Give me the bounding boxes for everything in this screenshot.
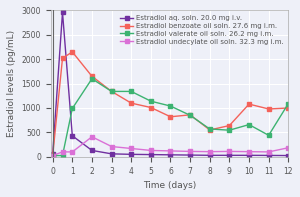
Estradiol aq. soln. 20.0 mg i.v. [208,154,211,156]
Estradiol undecylate oil soln. 32.3 mg i.m. [70,151,74,153]
Estradiol aq. soln. 20.0 mg i.v. [188,154,192,156]
Estradiol aq. soln. 20.0 mg i.v. [129,153,133,155]
Estradiol valerate oil soln. 26.2 mg i.m. [208,128,211,130]
Estradiol undecylate oil soln. 32.3 mg i.m. [267,151,271,153]
Estradiol aq. soln. 20.0 mg i.v. [267,154,271,157]
Estradiol benzoate oil soln. 27.6 mg i.m. [51,154,55,157]
Estradiol valerate oil soln. 26.2 mg i.m. [169,105,172,107]
Estradiol undecylate oil soln. 32.3 mg i.m. [188,150,192,153]
Estradiol benzoate oil soln. 27.6 mg i.m. [129,102,133,104]
Estradiol benzoate oil soln. 27.6 mg i.m. [90,75,94,77]
Estradiol aq. soln. 20.0 mg i.v. [228,154,231,156]
Line: Estradiol undecylate oil soln. 32.3 mg i.m.: Estradiol undecylate oil soln. 32.3 mg i… [51,135,290,158]
Estradiol undecylate oil soln. 32.3 mg i.m. [90,136,94,138]
Estradiol benzoate oil soln. 27.6 mg i.m. [247,103,251,105]
Estradiol aq. soln. 20.0 mg i.v. [90,149,94,152]
Estradiol undecylate oil soln. 32.3 mg i.m. [61,151,64,153]
Y-axis label: Estradiol levels (pg/mL): Estradiol levels (pg/mL) [7,30,16,137]
Estradiol valerate oil soln. 26.2 mg i.m. [90,78,94,80]
Estradiol undecylate oil soln. 32.3 mg i.m. [51,154,55,157]
Estradiol undecylate oil soln. 32.3 mg i.m. [228,150,231,153]
Estradiol valerate oil soln. 26.2 mg i.m. [188,114,192,116]
Estradiol undecylate oil soln. 32.3 mg i.m. [169,150,172,152]
Estradiol aq. soln. 20.0 mg i.v. [286,154,290,157]
Estradiol valerate oil soln. 26.2 mg i.m. [267,134,271,137]
Estradiol benzoate oil soln. 27.6 mg i.m. [267,108,271,110]
Line: Estradiol valerate oil soln. 26.2 mg i.m.: Estradiol valerate oil soln. 26.2 mg i.m… [51,77,290,158]
Estradiol benzoate oil soln. 27.6 mg i.m. [110,90,113,93]
Estradiol valerate oil soln. 26.2 mg i.m. [61,154,64,157]
Estradiol benzoate oil soln. 27.6 mg i.m. [70,51,74,53]
Estradiol valerate oil soln. 26.2 mg i.m. [228,129,231,131]
Estradiol valerate oil soln. 26.2 mg i.m. [149,100,153,102]
Estradiol benzoate oil soln. 27.6 mg i.m. [208,129,211,131]
Estradiol benzoate oil soln. 27.6 mg i.m. [188,114,192,116]
Estradiol aq. soln. 20.0 mg i.v. [247,154,251,156]
Estradiol valerate oil soln. 26.2 mg i.m. [51,154,55,157]
Estradiol undecylate oil soln. 32.3 mg i.m. [149,149,153,152]
Estradiol aq. soln. 20.0 mg i.v. [110,153,113,155]
Estradiol undecylate oil soln. 32.3 mg i.m. [129,147,133,150]
Estradiol undecylate oil soln. 32.3 mg i.m. [110,145,113,148]
Estradiol benzoate oil soln. 27.6 mg i.m. [169,116,172,118]
Estradiol benzoate oil soln. 27.6 mg i.m. [286,107,290,109]
Estradiol aq. soln. 20.0 mg i.v. [70,135,74,137]
Estradiol aq. soln. 20.0 mg i.v. [149,153,153,156]
Estradiol valerate oil soln. 26.2 mg i.m. [70,107,74,110]
Legend: Estradiol aq. soln. 20.0 mg i.v., Estradiol benzoate oil soln. 27.6 mg i.m., Est: Estradiol aq. soln. 20.0 mg i.v., Estrad… [119,14,285,46]
Estradiol undecylate oil soln. 32.3 mg i.m. [286,147,290,149]
Estradiol valerate oil soln. 26.2 mg i.m. [129,90,133,93]
Estradiol undecylate oil soln. 32.3 mg i.m. [247,151,251,153]
Estradiol valerate oil soln. 26.2 mg i.m. [286,102,290,105]
Line: Estradiol benzoate oil soln. 27.6 mg i.m.: Estradiol benzoate oil soln. 27.6 mg i.m… [51,50,290,158]
Estradiol aq. soln. 20.0 mg i.v. [169,154,172,156]
Estradiol undecylate oil soln. 32.3 mg i.m. [208,151,211,153]
Estradiol aq. soln. 20.0 mg i.v. [61,11,64,14]
Estradiol valerate oil soln. 26.2 mg i.m. [247,123,251,126]
Estradiol aq. soln. 20.0 mg i.v. [51,153,55,155]
X-axis label: Time (days): Time (days) [143,181,196,190]
Estradiol benzoate oil soln. 27.6 mg i.m. [61,57,64,59]
Estradiol benzoate oil soln. 27.6 mg i.m. [228,124,231,127]
Estradiol benzoate oil soln. 27.6 mg i.m. [149,106,153,109]
Estradiol valerate oil soln. 26.2 mg i.m. [110,90,113,93]
Line: Estradiol aq. soln. 20.0 mg i.v.: Estradiol aq. soln. 20.0 mg i.v. [51,10,290,158]
